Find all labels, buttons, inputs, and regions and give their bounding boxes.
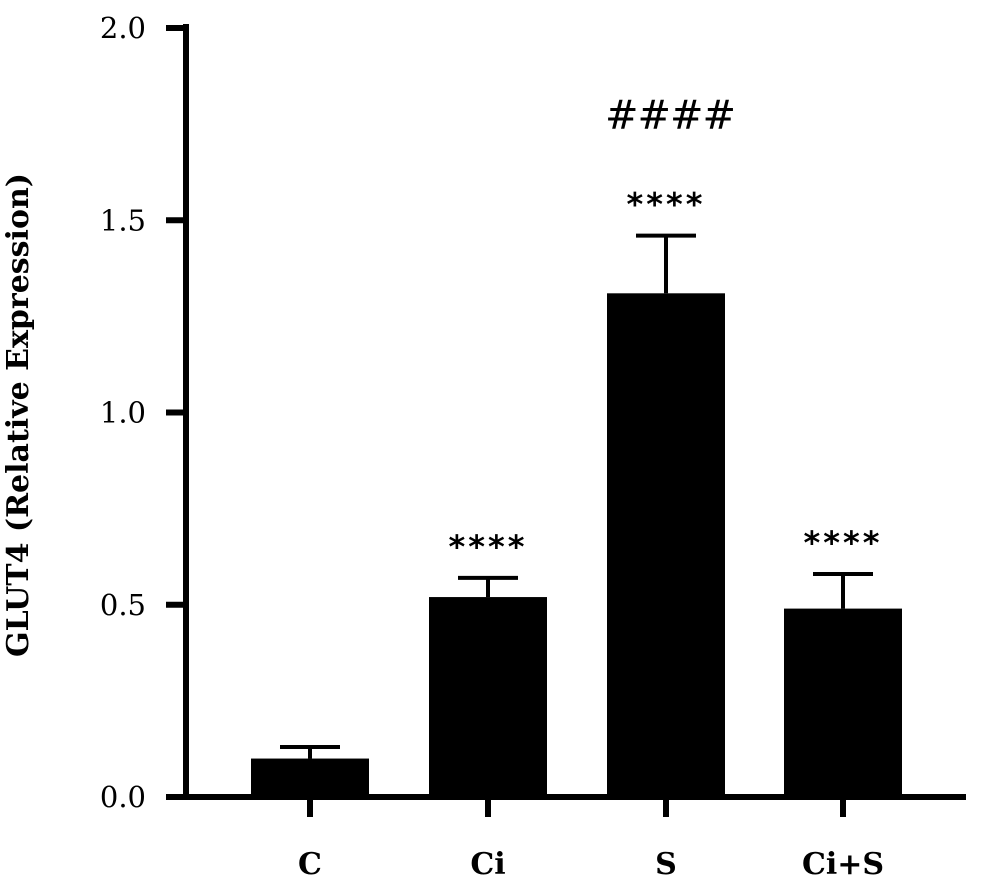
bar [607,293,725,797]
x-tick-label: S [655,847,677,882]
bar [429,597,547,797]
y-axis: 0.0 0.5 1.0 1.5 2.0 [100,11,189,814]
y-tick-label: 1.0 [100,396,146,430]
y-axis-title: GLUT4 (Relative Expression) [1,173,36,657]
bars [251,293,902,797]
y-tick-label: 0.0 [100,780,146,814]
x-tick-label: Ci [470,847,505,882]
significance-hash-label: #### [605,93,735,139]
x-tick-label: C [298,847,322,882]
y-tick-label: 0.5 [100,588,146,622]
error-bars [280,233,873,759]
significance-label: **** [449,528,528,566]
x-tick-label: Ci+S [802,847,884,882]
significance-label: **** [804,524,883,562]
bar [251,758,369,797]
y-tick-label: 1.5 [100,203,146,237]
bar [784,608,902,797]
x-axis: C Ci S Ci+S [183,794,966,882]
significance-label: **** [627,186,706,224]
y-tick-label: 2.0 [100,11,146,45]
significance-markers: **** **** #### **** [449,93,883,566]
